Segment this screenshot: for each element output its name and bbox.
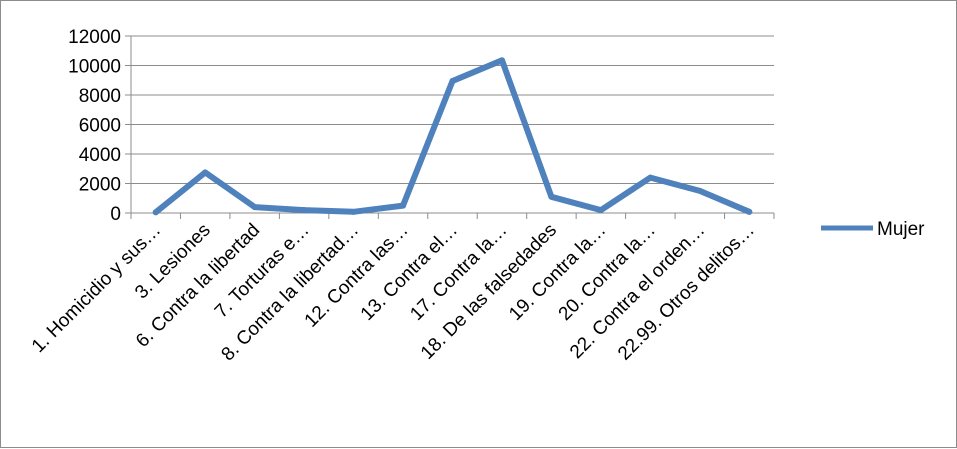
data-point — [449, 77, 456, 84]
data-point — [301, 207, 308, 214]
y-tick-label: 2000 — [79, 175, 121, 196]
legend-label-mujer: Mujer — [877, 219, 925, 240]
series-layer — [152, 57, 753, 216]
data-point — [202, 169, 209, 176]
data-point — [746, 208, 753, 215]
data-point — [696, 187, 703, 194]
data-point — [350, 208, 357, 215]
data-point — [251, 204, 258, 211]
data-point — [647, 174, 654, 181]
data-point — [498, 57, 505, 64]
data-point — [548, 193, 555, 200]
data-point — [152, 209, 159, 216]
y-axis: 0 2000 4000 6000 8000 10000 12000 — [68, 27, 132, 225]
y-tick-label: 10000 — [68, 57, 121, 78]
y-tick-label: 8000 — [79, 86, 121, 107]
gridlines — [131, 35, 774, 214]
legend: Mujer — [821, 219, 925, 240]
y-tick-label: 12000 — [68, 27, 121, 48]
y-tick-label: 4000 — [79, 145, 121, 166]
y-tick-label: 0 — [110, 204, 121, 225]
data-point — [597, 207, 604, 214]
data-point — [400, 202, 407, 209]
y-tick-label: 6000 — [79, 116, 121, 137]
